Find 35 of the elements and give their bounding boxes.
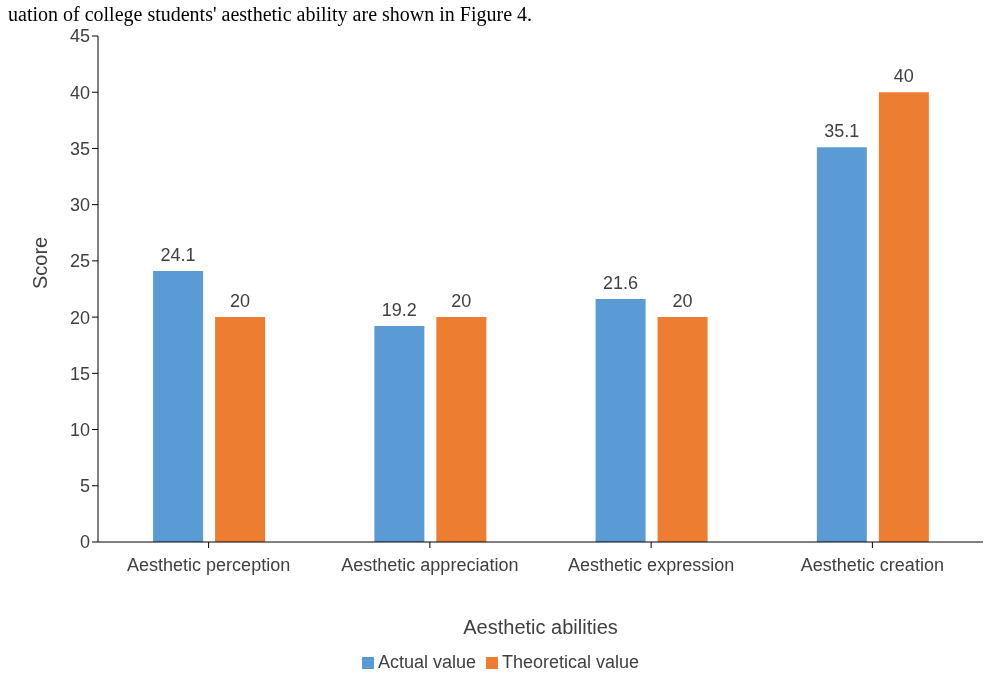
data-label: 24.1 bbox=[160, 245, 196, 266]
bar bbox=[215, 317, 266, 542]
x-tick-label: Aesthetic appreciation bbox=[341, 554, 519, 575]
x-tick-label: Aesthetic perception bbox=[127, 554, 291, 575]
bar bbox=[657, 317, 708, 542]
y-tick-label: 5 bbox=[79, 476, 90, 497]
y-tick-label: 15 bbox=[69, 363, 90, 384]
bar bbox=[816, 147, 867, 542]
y-tick-label: 45 bbox=[69, 26, 90, 47]
y-tick-label: 10 bbox=[69, 419, 90, 440]
legend-label: Theoretical value bbox=[501, 652, 640, 672]
y-tick-label: 25 bbox=[69, 251, 90, 272]
bar bbox=[878, 92, 929, 542]
y-tick-label: 30 bbox=[69, 195, 90, 216]
y-tick-label: 0 bbox=[79, 532, 90, 553]
bar bbox=[436, 317, 487, 542]
x-tick-label: Aesthetic expression bbox=[568, 554, 735, 575]
data-label: 20 bbox=[230, 291, 251, 312]
data-label: 35.1 bbox=[824, 121, 860, 142]
data-label: 20 bbox=[451, 291, 472, 312]
data-label: 21.6 bbox=[603, 273, 639, 294]
data-label: 19.2 bbox=[381, 300, 417, 321]
y-tick-label: 35 bbox=[69, 138, 90, 159]
text: uation of college students' aesthetic ability are shown in Figure 4. bbox=[8, 3, 534, 28]
bar bbox=[595, 299, 646, 542]
y-tick-label: 40 bbox=[69, 82, 90, 103]
y-tick-label: 20 bbox=[69, 307, 90, 328]
x-axis-title: Aesthetic abilities bbox=[463, 616, 618, 638]
data-label: 20 bbox=[672, 291, 693, 312]
data-label: 40 bbox=[893, 66, 914, 87]
y-axis-title: Score bbox=[29, 236, 52, 289]
legend-label: Actual value bbox=[377, 652, 476, 672]
bar bbox=[374, 326, 425, 542]
bar bbox=[153, 271, 204, 542]
x-tick-label: Aesthetic creation bbox=[800, 554, 944, 575]
